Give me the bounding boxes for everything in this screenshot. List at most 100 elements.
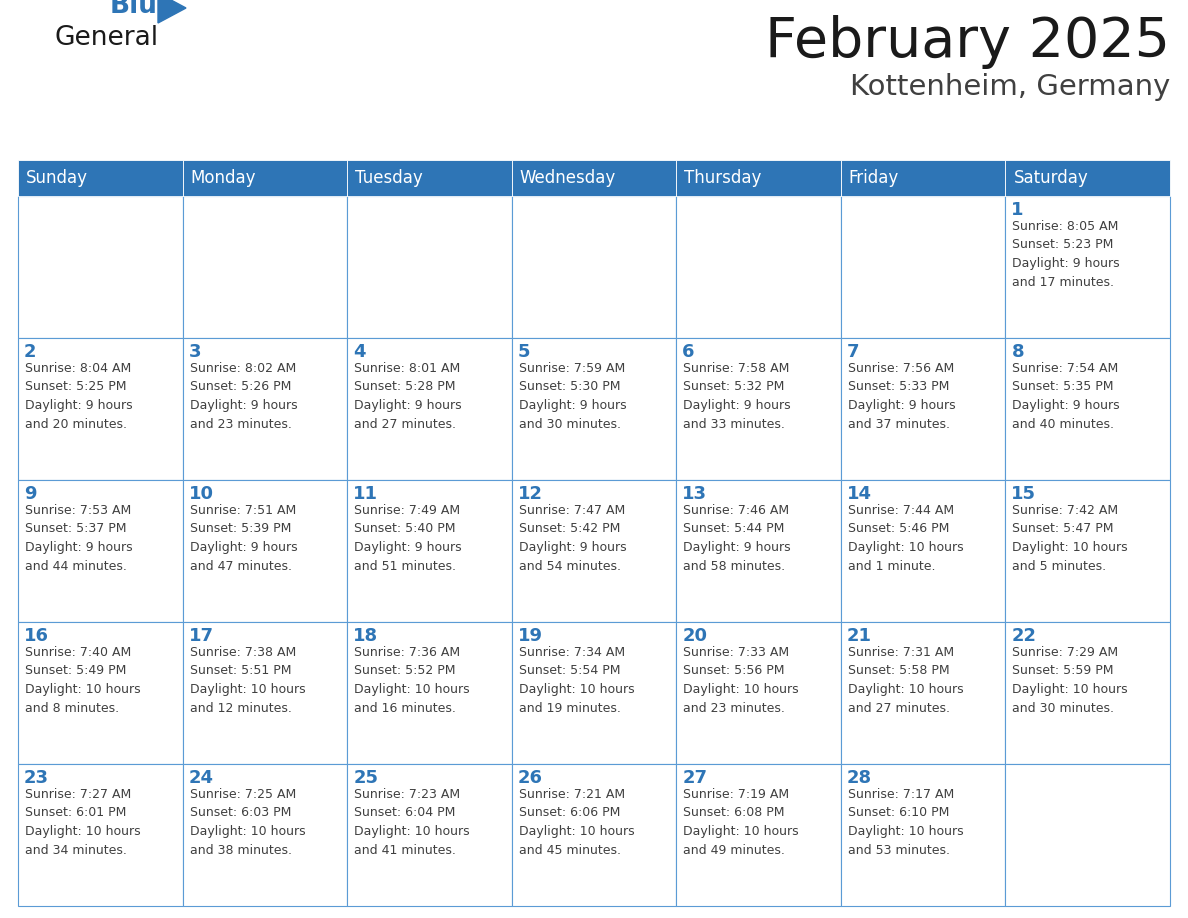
Text: 11: 11	[353, 485, 378, 503]
Bar	[676, 160, 841, 196]
Text: 15: 15	[1011, 485, 1036, 503]
Bar	[676, 480, 841, 622]
Text: 1: 1	[1011, 201, 1024, 219]
Text: 12: 12	[518, 485, 543, 503]
Text: Sunrise: 7:46 AM
Sunset: 5:44 PM
Daylight: 9 hours
and 58 minutes.: Sunrise: 7:46 AM Sunset: 5:44 PM Dayligh…	[683, 504, 791, 573]
Text: 6: 6	[682, 343, 695, 361]
Text: Sunrise: 7:23 AM
Sunset: 6:04 PM
Daylight: 10 hours
and 41 minutes.: Sunrise: 7:23 AM Sunset: 6:04 PM Dayligh…	[354, 788, 469, 856]
Bar	[512, 196, 676, 338]
Bar	[347, 160, 512, 196]
Bar	[512, 622, 676, 764]
Bar	[18, 338, 183, 480]
Bar	[183, 196, 347, 338]
Bar	[183, 338, 347, 480]
Text: Sunrise: 7:44 AM
Sunset: 5:46 PM
Daylight: 10 hours
and 1 minute.: Sunrise: 7:44 AM Sunset: 5:46 PM Dayligh…	[848, 504, 963, 573]
Text: Sunrise: 7:42 AM
Sunset: 5:47 PM
Daylight: 10 hours
and 5 minutes.: Sunrise: 7:42 AM Sunset: 5:47 PM Dayligh…	[1012, 504, 1129, 573]
Text: Sunrise: 7:36 AM
Sunset: 5:52 PM
Daylight: 10 hours
and 16 minutes.: Sunrise: 7:36 AM Sunset: 5:52 PM Dayligh…	[354, 646, 469, 714]
Bar	[18, 622, 183, 764]
Bar	[1005, 764, 1170, 906]
Bar	[676, 764, 841, 906]
Bar	[347, 622, 512, 764]
Bar	[676, 196, 841, 338]
Text: 24: 24	[189, 769, 214, 787]
Text: Sunrise: 7:31 AM
Sunset: 5:58 PM
Daylight: 10 hours
and 27 minutes.: Sunrise: 7:31 AM Sunset: 5:58 PM Dayligh…	[848, 646, 963, 714]
Bar	[18, 764, 183, 906]
Bar	[841, 622, 1005, 764]
Text: Sunrise: 7:38 AM
Sunset: 5:51 PM
Daylight: 10 hours
and 12 minutes.: Sunrise: 7:38 AM Sunset: 5:51 PM Dayligh…	[190, 646, 305, 714]
Text: Sunrise: 8:01 AM
Sunset: 5:28 PM
Daylight: 9 hours
and 27 minutes.: Sunrise: 8:01 AM Sunset: 5:28 PM Dayligh…	[354, 362, 462, 431]
Text: 7: 7	[847, 343, 859, 361]
Text: 23: 23	[24, 769, 49, 787]
Bar	[1005, 622, 1170, 764]
Bar	[18, 160, 183, 196]
Text: 25: 25	[353, 769, 378, 787]
Text: Friday: Friday	[849, 169, 899, 187]
Text: Saturday: Saturday	[1013, 169, 1088, 187]
Text: 21: 21	[847, 627, 872, 645]
Bar	[676, 338, 841, 480]
Bar	[183, 160, 347, 196]
Text: 18: 18	[353, 627, 378, 645]
Text: 10: 10	[189, 485, 214, 503]
Text: Sunrise: 7:21 AM
Sunset: 6:06 PM
Daylight: 10 hours
and 45 minutes.: Sunrise: 7:21 AM Sunset: 6:06 PM Dayligh…	[519, 788, 634, 856]
Text: Sunrise: 7:56 AM
Sunset: 5:33 PM
Daylight: 9 hours
and 37 minutes.: Sunrise: 7:56 AM Sunset: 5:33 PM Dayligh…	[848, 362, 955, 431]
Text: 19: 19	[518, 627, 543, 645]
Text: Wednesday: Wednesday	[519, 169, 615, 187]
Text: Sunrise: 7:27 AM
Sunset: 6:01 PM
Daylight: 10 hours
and 34 minutes.: Sunrise: 7:27 AM Sunset: 6:01 PM Dayligh…	[25, 788, 140, 856]
Bar	[841, 196, 1005, 338]
Text: 14: 14	[847, 485, 872, 503]
Text: 17: 17	[189, 627, 214, 645]
Text: 4: 4	[353, 343, 366, 361]
Text: Sunrise: 7:19 AM
Sunset: 6:08 PM
Daylight: 10 hours
and 49 minutes.: Sunrise: 7:19 AM Sunset: 6:08 PM Dayligh…	[683, 788, 798, 856]
Bar	[18, 196, 183, 338]
Text: Sunrise: 7:40 AM
Sunset: 5:49 PM
Daylight: 10 hours
and 8 minutes.: Sunrise: 7:40 AM Sunset: 5:49 PM Dayligh…	[25, 646, 140, 714]
Bar	[512, 338, 676, 480]
Bar	[512, 160, 676, 196]
Text: Kottenheim, Germany: Kottenheim, Germany	[849, 73, 1170, 101]
Text: Blue: Blue	[110, 0, 176, 19]
Text: Sunrise: 7:49 AM
Sunset: 5:40 PM
Daylight: 9 hours
and 51 minutes.: Sunrise: 7:49 AM Sunset: 5:40 PM Dayligh…	[354, 504, 462, 573]
Bar	[1005, 480, 1170, 622]
Bar	[1005, 338, 1170, 480]
Text: 28: 28	[847, 769, 872, 787]
Bar	[676, 622, 841, 764]
Text: General: General	[55, 25, 159, 51]
Bar	[347, 480, 512, 622]
Text: Sunrise: 8:05 AM
Sunset: 5:23 PM
Daylight: 9 hours
and 17 minutes.: Sunrise: 8:05 AM Sunset: 5:23 PM Dayligh…	[1012, 220, 1120, 288]
Text: Sunrise: 7:33 AM
Sunset: 5:56 PM
Daylight: 10 hours
and 23 minutes.: Sunrise: 7:33 AM Sunset: 5:56 PM Dayligh…	[683, 646, 798, 714]
Text: Sunrise: 8:04 AM
Sunset: 5:25 PM
Daylight: 9 hours
and 20 minutes.: Sunrise: 8:04 AM Sunset: 5:25 PM Dayligh…	[25, 362, 133, 431]
Bar	[18, 480, 183, 622]
Text: Sunrise: 7:47 AM
Sunset: 5:42 PM
Daylight: 9 hours
and 54 minutes.: Sunrise: 7:47 AM Sunset: 5:42 PM Dayligh…	[519, 504, 626, 573]
Text: Sunrise: 7:17 AM
Sunset: 6:10 PM
Daylight: 10 hours
and 53 minutes.: Sunrise: 7:17 AM Sunset: 6:10 PM Dayligh…	[848, 788, 963, 856]
Bar	[183, 622, 347, 764]
Text: 13: 13	[682, 485, 707, 503]
Text: Sunrise: 7:53 AM
Sunset: 5:37 PM
Daylight: 9 hours
and 44 minutes.: Sunrise: 7:53 AM Sunset: 5:37 PM Dayligh…	[25, 504, 133, 573]
Text: 20: 20	[682, 627, 707, 645]
Polygon shape	[158, 0, 187, 23]
Text: Thursday: Thursday	[684, 169, 762, 187]
Text: 22: 22	[1011, 627, 1036, 645]
Text: Sunday: Sunday	[26, 169, 88, 187]
Text: February 2025: February 2025	[765, 15, 1170, 69]
Text: Sunrise: 7:58 AM
Sunset: 5:32 PM
Daylight: 9 hours
and 33 minutes.: Sunrise: 7:58 AM Sunset: 5:32 PM Dayligh…	[683, 362, 791, 431]
Bar	[183, 764, 347, 906]
Bar	[183, 480, 347, 622]
Text: 3: 3	[189, 343, 201, 361]
Text: Monday: Monday	[190, 169, 257, 187]
Text: Sunrise: 8:02 AM
Sunset: 5:26 PM
Daylight: 9 hours
and 23 minutes.: Sunrise: 8:02 AM Sunset: 5:26 PM Dayligh…	[190, 362, 297, 431]
Text: 2: 2	[24, 343, 37, 361]
Text: Sunrise: 7:54 AM
Sunset: 5:35 PM
Daylight: 9 hours
and 40 minutes.: Sunrise: 7:54 AM Sunset: 5:35 PM Dayligh…	[1012, 362, 1120, 431]
Text: Sunrise: 7:25 AM
Sunset: 6:03 PM
Daylight: 10 hours
and 38 minutes.: Sunrise: 7:25 AM Sunset: 6:03 PM Dayligh…	[190, 788, 305, 856]
Text: 26: 26	[518, 769, 543, 787]
Bar	[841, 338, 1005, 480]
Bar	[347, 764, 512, 906]
Bar	[347, 338, 512, 480]
Text: Sunrise: 7:29 AM
Sunset: 5:59 PM
Daylight: 10 hours
and 30 minutes.: Sunrise: 7:29 AM Sunset: 5:59 PM Dayligh…	[1012, 646, 1129, 714]
Bar	[841, 160, 1005, 196]
Text: Tuesday: Tuesday	[355, 169, 423, 187]
Bar	[1005, 196, 1170, 338]
Bar	[512, 480, 676, 622]
Text: Sunrise: 7:51 AM
Sunset: 5:39 PM
Daylight: 9 hours
and 47 minutes.: Sunrise: 7:51 AM Sunset: 5:39 PM Dayligh…	[190, 504, 297, 573]
Text: 27: 27	[682, 769, 707, 787]
Text: Sunrise: 7:34 AM
Sunset: 5:54 PM
Daylight: 10 hours
and 19 minutes.: Sunrise: 7:34 AM Sunset: 5:54 PM Dayligh…	[519, 646, 634, 714]
